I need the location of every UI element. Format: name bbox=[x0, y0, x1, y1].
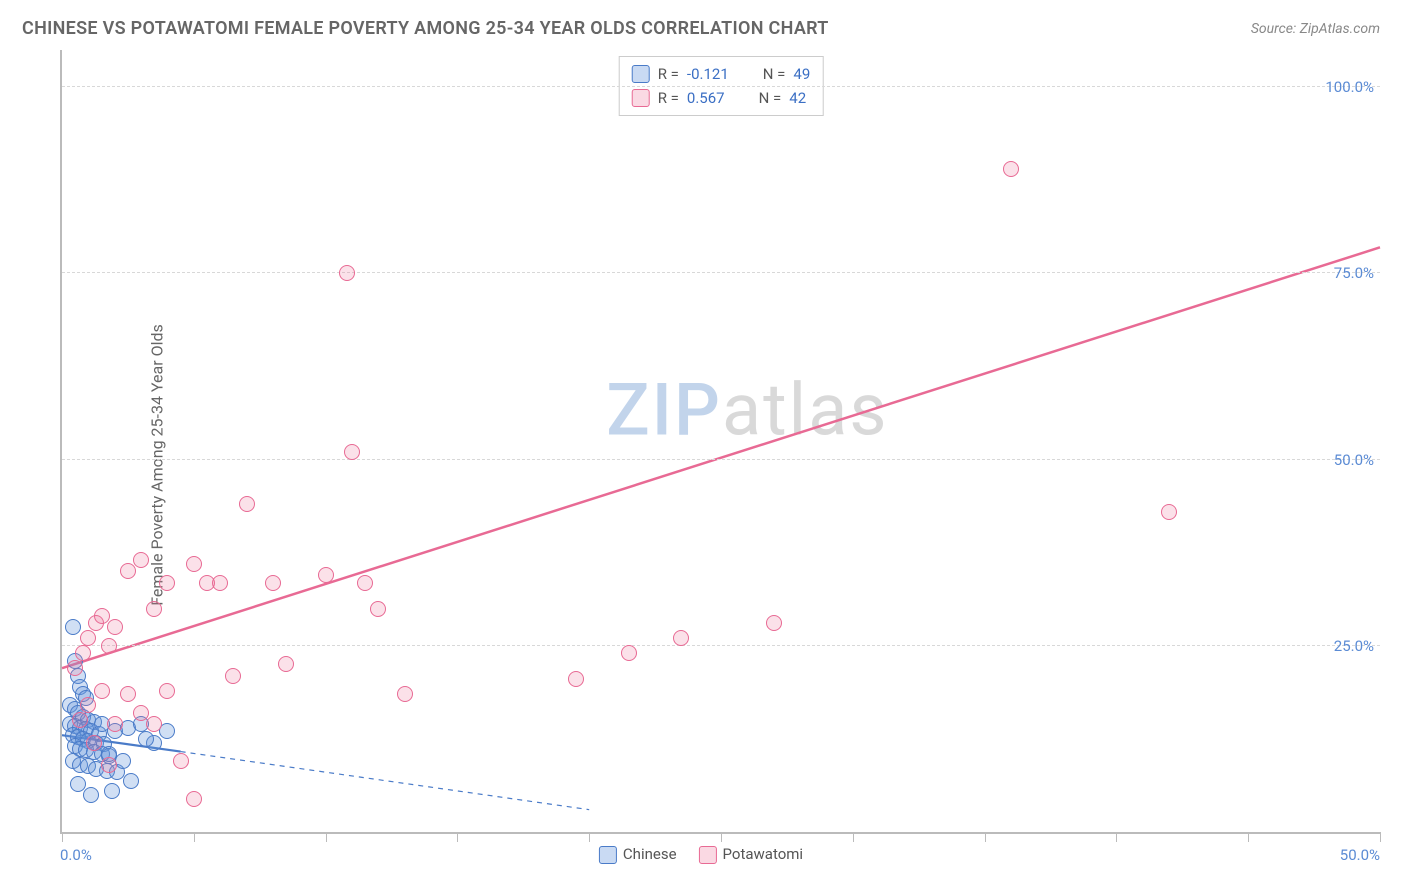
data-point-b bbox=[67, 660, 83, 676]
x-tick bbox=[589, 832, 590, 842]
source-credit: Source: ZipAtlas.com bbox=[1251, 18, 1380, 37]
data-point-b bbox=[212, 575, 228, 591]
data-point-b bbox=[86, 735, 102, 751]
data-point-b bbox=[370, 601, 386, 617]
data-point-b bbox=[80, 630, 96, 646]
data-point-b bbox=[344, 444, 360, 460]
data-point-a bbox=[104, 783, 120, 799]
x-tick bbox=[721, 832, 722, 842]
data-point-b bbox=[265, 575, 281, 591]
legend-r-potawatomi: 0.567 bbox=[687, 86, 725, 110]
data-point-b bbox=[568, 671, 584, 687]
data-point-b bbox=[120, 686, 136, 702]
gridline bbox=[62, 272, 1380, 273]
data-point-b bbox=[80, 697, 96, 713]
data-point-b bbox=[101, 638, 117, 654]
x-tick-label-max: 50.0% bbox=[1340, 846, 1380, 864]
legend-swatch-chinese-icon bbox=[599, 846, 617, 864]
data-point-b bbox=[101, 757, 117, 773]
data-point-b bbox=[146, 716, 162, 732]
data-point-b bbox=[186, 556, 202, 572]
data-point-b bbox=[357, 575, 373, 591]
y-tick-label: 75.0% bbox=[1334, 264, 1374, 282]
source-label: Source: bbox=[1251, 21, 1300, 37]
data-point-a bbox=[123, 773, 139, 789]
x-tick bbox=[326, 832, 327, 842]
data-point-b bbox=[173, 753, 189, 769]
legend-item-chinese: Chinese bbox=[599, 845, 677, 864]
legend-row-chinese: R = -0.121 N = 49 bbox=[632, 62, 811, 86]
trend-line-dash-a bbox=[181, 752, 590, 810]
data-point-a bbox=[70, 776, 86, 792]
data-point-b bbox=[339, 265, 355, 281]
data-point-b bbox=[159, 683, 175, 699]
legend-item-potawatomi: Potawatomi bbox=[699, 845, 804, 864]
data-point-b bbox=[673, 630, 689, 646]
data-point-a bbox=[65, 619, 81, 635]
x-tick bbox=[62, 832, 63, 842]
data-point-b bbox=[186, 791, 202, 807]
gridline bbox=[62, 86, 1380, 87]
x-tick bbox=[985, 832, 986, 842]
y-tick-label: 25.0% bbox=[1334, 637, 1374, 655]
data-point-b bbox=[278, 656, 294, 672]
data-point-b bbox=[107, 716, 123, 732]
x-tick bbox=[853, 832, 854, 842]
x-tick bbox=[194, 832, 195, 842]
legend-row-potawatomi: R = 0.567 N = 42 bbox=[632, 86, 811, 110]
data-point-b bbox=[146, 601, 162, 617]
data-point-b bbox=[72, 712, 88, 728]
data-point-b bbox=[75, 645, 91, 661]
x-tick bbox=[1116, 832, 1117, 842]
x-tick-label-min: 0.0% bbox=[60, 846, 92, 864]
gridline bbox=[62, 459, 1380, 460]
legend-swatch-potawatomi bbox=[632, 89, 650, 107]
data-point-a bbox=[138, 731, 154, 747]
legend-r-label: R = bbox=[658, 86, 679, 110]
x-tick bbox=[457, 832, 458, 842]
data-point-b bbox=[318, 567, 334, 583]
x-tick bbox=[1248, 832, 1249, 842]
legend-n-label: N = bbox=[763, 62, 786, 86]
legend-r-chinese: -0.121 bbox=[687, 62, 729, 86]
trend-lines bbox=[62, 50, 1380, 832]
source-name: ZipAtlas.com bbox=[1300, 21, 1380, 37]
legend-n-label: N = bbox=[759, 86, 782, 110]
legend-series: Chinese Potawatomi bbox=[599, 845, 803, 864]
y-tick-label: 100.0% bbox=[1325, 78, 1374, 96]
legend-swatch-potawatomi-icon bbox=[699, 846, 717, 864]
data-point-b bbox=[766, 615, 782, 631]
data-point-b bbox=[133, 552, 149, 568]
y-tick-label: 50.0% bbox=[1334, 451, 1374, 469]
data-point-b bbox=[397, 686, 413, 702]
data-point-b bbox=[94, 683, 110, 699]
data-point-b bbox=[159, 575, 175, 591]
legend-n-potawatomi: 42 bbox=[789, 86, 806, 110]
legend-label-chinese: Chinese bbox=[623, 845, 677, 863]
data-point-b bbox=[107, 619, 123, 635]
legend-label-potawatomi: Potawatomi bbox=[723, 845, 804, 863]
legend-r-label: R = bbox=[658, 62, 679, 86]
plot-area: ZIPatlas R = -0.121 N = 49 R = 0.567 N =… bbox=[60, 50, 1380, 834]
data-point-b bbox=[225, 668, 241, 684]
data-point-b bbox=[1161, 504, 1177, 520]
data-point-b bbox=[1003, 161, 1019, 177]
data-point-b bbox=[120, 563, 136, 579]
legend-n-chinese: 49 bbox=[793, 62, 810, 86]
data-point-b bbox=[133, 705, 149, 721]
chart-container: Female Poverty Among 25-34 Year Olds ZIP… bbox=[22, 50, 1380, 880]
x-tick bbox=[1380, 832, 1381, 842]
legend-swatch-chinese bbox=[632, 65, 650, 83]
data-point-b bbox=[621, 645, 637, 661]
data-point-b bbox=[94, 608, 110, 624]
data-point-b bbox=[239, 496, 255, 512]
chart-title: CHINESE VS POTAWATOMI FEMALE POVERTY AMO… bbox=[22, 18, 829, 39]
gridline bbox=[62, 645, 1380, 646]
data-point-a bbox=[83, 787, 99, 803]
